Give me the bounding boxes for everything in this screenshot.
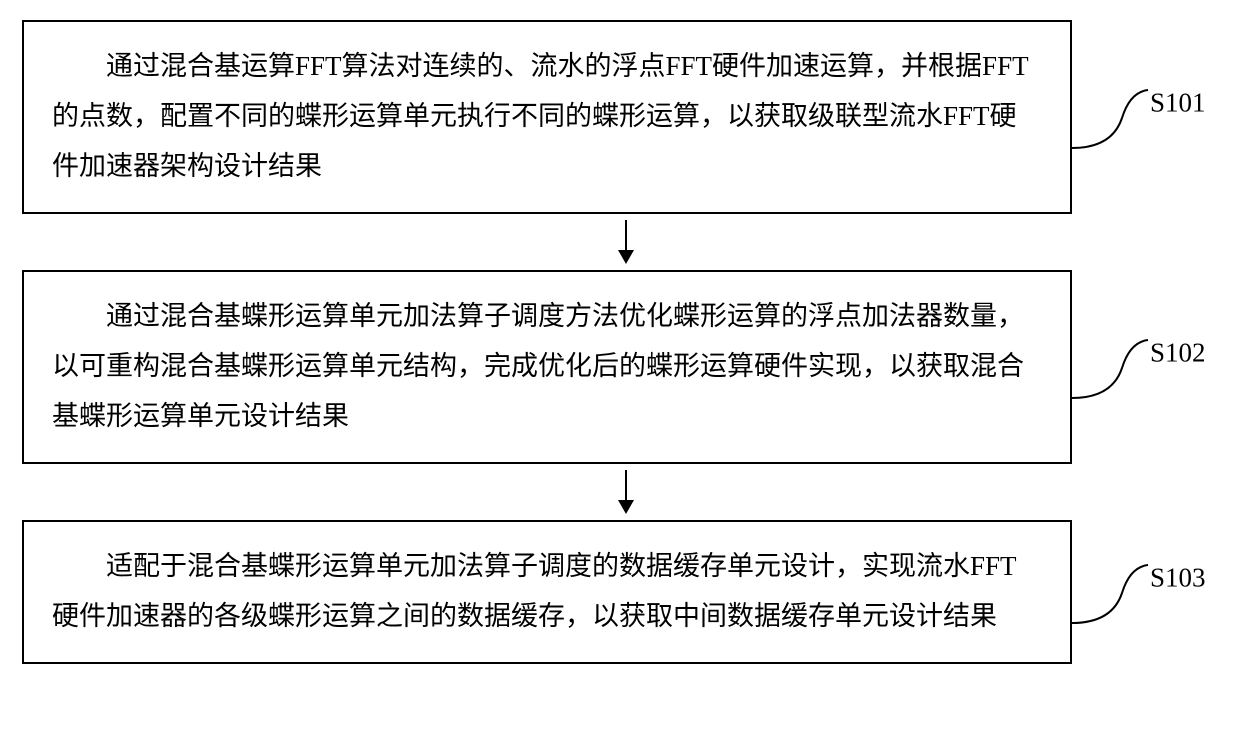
step-label-2: S102 [1150, 337, 1206, 368]
step-box-2: 通过混合基蝶形运算单元加法算子调度方法优化蝶形运算的浮点加法器数量，以可重构混合… [22, 270, 1072, 464]
arrow-down-icon [614, 220, 638, 264]
step-label-3: S103 [1150, 562, 1206, 593]
label-connector-3: S103 [1072, 552, 1229, 632]
step-text-1: 通过混合基运算FFT算法对连续的、流水的浮点FFT硬件加速运算，并根据FFT的点… [52, 42, 1042, 192]
connector-curve-icon [1072, 557, 1152, 627]
label-connector-2: S102 [1072, 327, 1229, 407]
step-row-1: 通过混合基运算FFT算法对连续的、流水的浮点FFT硬件加速运算，并根据FFT的点… [10, 20, 1229, 214]
step-row-2: 通过混合基蝶形运算单元加法算子调度方法优化蝶形运算的浮点加法器数量，以可重构混合… [10, 270, 1229, 464]
step-box-1: 通过混合基运算FFT算法对连续的、流水的浮点FFT硬件加速运算，并根据FFT的点… [22, 20, 1072, 214]
step-label-1: S101 [1150, 87, 1206, 118]
arrow-1 [101, 214, 1151, 270]
step-box-3: 适配于混合基蝶形运算单元加法算子调度的数据缓存单元设计，实现流水FFT硬件加速器… [22, 520, 1072, 664]
label-connector-1: S101 [1072, 77, 1229, 157]
arrow-down-icon [614, 470, 638, 514]
step-text-2: 通过混合基蝶形运算单元加法算子调度方法优化蝶形运算的浮点加法器数量，以可重构混合… [52, 292, 1042, 442]
step-row-3: 适配于混合基蝶形运算单元加法算子调度的数据缓存单元设计，实现流水FFT硬件加速器… [10, 520, 1229, 664]
flowchart-container: 通过混合基运算FFT算法对连续的、流水的浮点FFT硬件加速运算，并根据FFT的点… [10, 20, 1229, 664]
connector-curve-icon [1072, 332, 1152, 402]
arrow-2 [101, 464, 1151, 520]
step-text-3: 适配于混合基蝶形运算单元加法算子调度的数据缓存单元设计，实现流水FFT硬件加速器… [52, 542, 1042, 642]
connector-curve-icon [1072, 82, 1152, 152]
